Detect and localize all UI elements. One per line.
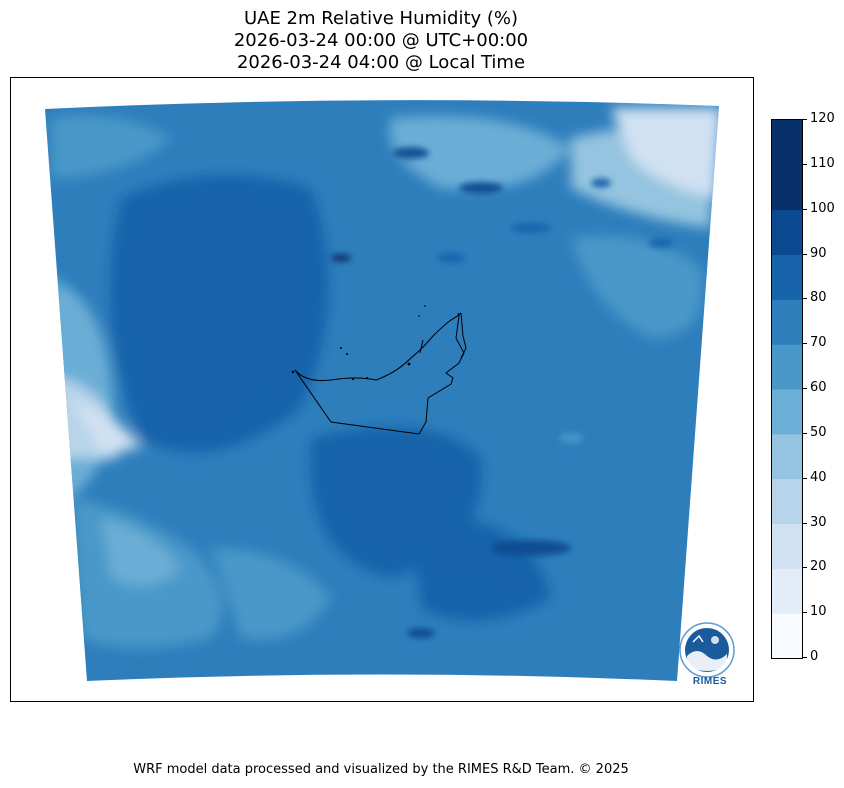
map-panel: [10, 77, 754, 702]
colorbar-band: [772, 344, 802, 390]
colorbar-tick-label: 0: [810, 649, 819, 664]
colorbar-tick-label: 90: [810, 245, 827, 261]
colorbar-tick-label: 50: [810, 424, 827, 440]
colorbar-band: [772, 433, 802, 480]
uae-border: [294, 312, 467, 435]
title-line-3: 2026-03-24 04:00 @ Local Time: [236, 52, 526, 73]
colorbar-band: [772, 164, 802, 211]
rimes-logo: RIMES: [677, 620, 743, 690]
rimes-emblem-icon: [679, 622, 735, 678]
colorbar-tick: [802, 298, 807, 300]
title-line-1: UAE 2m Relative Humidity (%): [243, 8, 519, 29]
colorbar-tick-label: 10: [810, 604, 827, 620]
colorbar-tick: [802, 208, 807, 210]
colorbar-band: [772, 478, 802, 524]
colorbar-tick: [802, 388, 807, 389]
colorbar-tick-label: 110: [810, 155, 835, 171]
colorbar-tick: [802, 253, 807, 255]
colorbar-tick: [802, 657, 807, 658]
colorbar-band: [772, 568, 802, 614]
colorbar-tick-label: 120: [810, 111, 835, 126]
colorbar-band: [772, 389, 802, 435]
colorbar-tick-label: 80: [810, 290, 827, 306]
colorbar: [771, 119, 803, 659]
colorbar-gradient: [772, 120, 802, 658]
colorbar-tick: [802, 567, 807, 569]
colorbar-band: [772, 613, 802, 658]
colorbar-band: [772, 299, 802, 345]
colorbar-band: [772, 120, 802, 166]
colorbar-tick-label: 60: [810, 380, 827, 395]
uae-coastline: [291, 305, 426, 381]
logo-text: RIMES: [692, 676, 728, 687]
colorbar-tick-label: 70: [810, 335, 827, 351]
colorbar-band: [772, 209, 802, 255]
colorbar-tick-label: 40: [810, 469, 827, 485]
colorbar-tick: [802, 522, 807, 524]
humidity-field: [45, 100, 719, 681]
title-line-2: 2026-03-24 00:00 @ UTC+00:00: [233, 30, 529, 51]
humidity-map: [45, 100, 719, 681]
footer-credit: WRF model data processed and visualized …: [133, 762, 629, 777]
colorbar-tick-label: 30: [810, 514, 827, 530]
colorbar-tick: [802, 612, 807, 614]
colorbar-band: [772, 254, 802, 300]
colorbar-tick: [802, 432, 807, 434]
colorbar-tick: [802, 477, 807, 479]
colorbar-band: [772, 523, 802, 569]
colorbar-tick-label: 100: [810, 200, 835, 216]
colorbar-tick: [802, 163, 807, 165]
colorbar-tick: [802, 343, 807, 345]
colorbar-tick-label: 20: [810, 559, 827, 575]
colorbar-tick: [802, 119, 807, 120]
